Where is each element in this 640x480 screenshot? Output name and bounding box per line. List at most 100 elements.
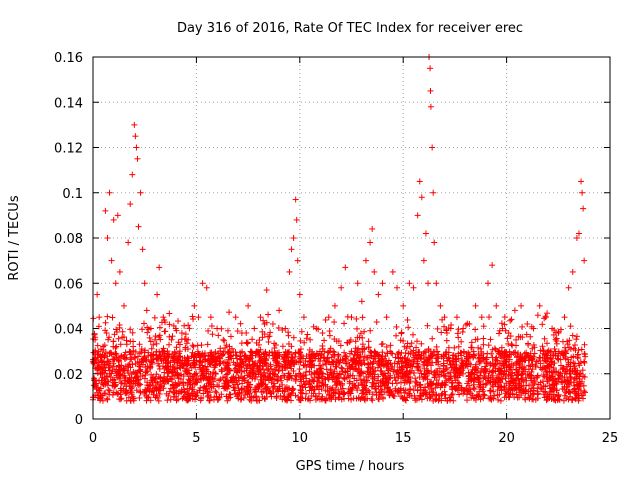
data-point [416,374,423,381]
data-point [303,369,310,376]
data-point [135,223,142,230]
data-point [136,341,143,348]
data-point [389,268,396,275]
data-point [290,235,297,241]
data-point [364,361,371,368]
data-point [257,314,264,321]
data-point [326,332,333,339]
data-point [276,307,283,314]
data-point [143,307,150,314]
data-point [578,178,585,185]
data-point [137,381,144,388]
y-tick-label: 0 [75,413,83,428]
data-point [309,384,316,391]
data-point [319,330,326,337]
data-point [427,87,434,94]
data-point [359,341,366,348]
data-point [141,280,148,287]
x-tick-labels: 0 5 10 15 20 25 [89,431,618,446]
data-point [169,333,176,340]
x-tick-label: 10 [292,431,309,446]
data-point [359,314,366,321]
data-point [263,384,270,391]
data-point [393,284,400,291]
data-point [495,396,502,403]
data-point [518,302,525,309]
data-point [414,338,421,345]
data-point [507,333,514,340]
data-point [139,326,146,333]
data-point [477,345,484,352]
data-point [300,314,307,321]
data-point [544,310,551,317]
data-point [539,321,546,328]
data-point [431,239,438,246]
data-point [150,341,157,348]
data-point [105,386,112,393]
data-point [222,373,229,380]
data-points [90,54,589,404]
x-tick-label: 15 [395,431,412,446]
data-point [480,335,487,342]
data-point [456,391,463,398]
data-point [153,340,160,347]
x-tick-label: 20 [498,431,515,446]
data-point [209,331,216,338]
data-point [237,320,244,327]
data-point [244,339,251,346]
data-point [126,383,133,390]
data-point [511,307,518,314]
data-point [369,225,376,232]
data-point [286,268,293,275]
data-point [226,309,233,316]
x-axis-label: GPS time / hours [296,459,405,474]
data-point [322,316,329,323]
data-point [404,316,411,323]
data-point [121,302,128,309]
data-point [410,284,417,291]
data-point [331,302,338,309]
data-point [156,365,163,372]
data-point [357,330,364,337]
data-point [367,327,374,334]
data-point [232,314,239,321]
data-point [360,357,367,364]
data-point [445,370,452,377]
data-point [427,103,434,110]
data-point [405,324,412,331]
data-point [138,346,145,353]
data-point [468,339,475,346]
data-point [378,341,385,348]
x-tick-label: 25 [602,431,619,446]
data-point [292,350,299,357]
data-point [501,321,508,328]
data-point [472,302,479,309]
data-point [288,246,295,253]
data-point [430,397,437,404]
data-point [519,323,526,330]
data-point [338,284,345,291]
data-point [414,212,421,219]
data-point [564,341,571,348]
data-point [282,325,289,332]
data-point [133,387,140,394]
data-point [406,280,413,287]
data-point [475,344,482,351]
data-point [437,302,444,309]
data-point [371,268,378,275]
data-point [534,312,541,319]
data-point [507,366,514,373]
data-point [106,189,113,196]
data-point [180,373,187,380]
data-point [285,329,292,336]
data-point [508,341,515,348]
data-point [129,361,136,368]
data-point [296,370,303,377]
data-point [133,144,140,151]
data-point [523,331,530,338]
data-point [191,302,198,309]
data-point [137,189,144,196]
data-point [501,314,508,321]
data-point [293,216,300,223]
